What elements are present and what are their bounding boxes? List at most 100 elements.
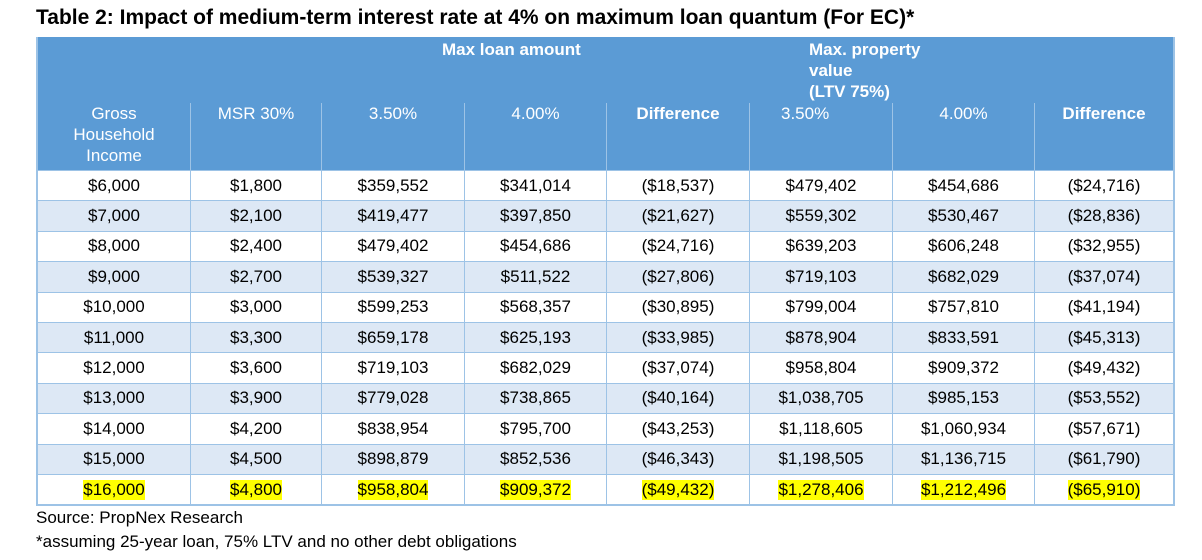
column-header-loan-difference: Difference <box>606 103 749 170</box>
cell-value: $4,200 <box>230 418 282 438</box>
cell-loan-400: $397,850 <box>464 201 606 231</box>
cell-loan-350: $958,804 <box>321 474 464 505</box>
cell-loan-400: $341,014 <box>464 171 606 201</box>
column-header-loan-400: 4.00% <box>464 103 606 170</box>
table-header: Max loan amount Max. property value (LTV… <box>38 37 1173 170</box>
cell-loan-difference: ($21,627) <box>606 201 749 231</box>
cell-property-350: $1,278,406 <box>749 474 892 505</box>
cell-loan-difference: ($24,716) <box>606 231 749 262</box>
column-header-property-difference: Difference <box>1034 103 1173 170</box>
cell-value: ($21,627) <box>641 206 715 226</box>
table-row: $7,000 $2,100 $419,477 $397,850 ($21,627) $55… <box>38 200 1173 231</box>
cell-value: $341,014 <box>500 175 571 195</box>
cell-property-350: $799,004 <box>749 292 892 322</box>
cell-income: $12,000 <box>38 353 190 382</box>
cell-msr: $2,400 <box>190 231 321 262</box>
cell-property-400: $1,212,496 <box>892 474 1034 505</box>
cell-value: ($46,343) <box>641 449 715 469</box>
cell-value: $1,038,705 <box>778 388 864 408</box>
table-row: $11,000 $3,300 $659,178 $625,193 ($33,985) $8… <box>38 321 1173 353</box>
table-body: $6,000 $1,800 $359,552 $341,014 ($18,537) $47… <box>38 170 1173 505</box>
cell-loan-difference: ($49,432) <box>606 474 749 505</box>
cell-value: $12,000 <box>83 358 145 378</box>
cell-property-400: $1,060,934 <box>892 414 1034 444</box>
cell-value: ($30,895) <box>641 297 715 317</box>
cell-loan-400: $738,865 <box>464 383 606 414</box>
cell-value: $454,686 <box>928 175 999 195</box>
table-row: $9,000 $2,700 $539,327 $511,522 ($27,806) $71… <box>38 261 1173 292</box>
cell-value: $9,000 <box>88 266 140 286</box>
cell-property-400: $454,686 <box>892 171 1034 201</box>
cell-value: $530,467 <box>928 206 999 226</box>
cell-income: $7,000 <box>38 201 190 230</box>
cell-msr: $2,100 <box>190 201 321 231</box>
cell-income: $13,000 <box>38 384 190 413</box>
cell-value: $719,103 <box>785 266 857 286</box>
cell-loan-350: $898,879 <box>321 444 464 474</box>
cell-value: $14,000 <box>83 418 145 438</box>
column-header-loan-350: 3.50% <box>321 103 464 170</box>
cell-value: $795,700 <box>500 418 571 438</box>
cell-loan-difference: ($33,985) <box>606 322 749 353</box>
cell-value: $898,879 <box>357 449 429 469</box>
cell-value: ($49,432) <box>1067 358 1141 378</box>
cell-income: $6,000 <box>38 171 190 200</box>
cell-loan-400: $682,029 <box>464 353 606 383</box>
cell-value: $958,804 <box>357 479 429 500</box>
cell-loan-difference: ($46,343) <box>606 444 749 474</box>
cell-income: $16,000 <box>38 475 190 504</box>
cell-property-difference: ($53,552) <box>1034 383 1173 414</box>
cell-property-difference: ($41,194) <box>1034 292 1173 322</box>
loan-quantum-table: Max loan amount Max. property value (LTV… <box>36 37 1175 507</box>
cell-value: ($32,955) <box>1067 236 1141 256</box>
cell-property-350: $639,203 <box>749 231 892 262</box>
cell-value: $606,248 <box>928 236 999 256</box>
cell-property-350: $958,804 <box>749 353 892 383</box>
cell-property-400: $833,591 <box>892 322 1034 353</box>
cell-value: $682,029 <box>500 358 571 378</box>
cell-value: $2,700 <box>230 266 282 286</box>
cell-value: ($33,985) <box>641 327 715 347</box>
source-note: Source: PropNex Research <box>36 508 243 527</box>
cell-value: ($37,074) <box>641 358 715 378</box>
cell-loan-difference: ($40,164) <box>606 383 749 414</box>
table-row: $10,000 $3,000 $599,253 $568,357 ($30,895) $7… <box>38 291 1173 322</box>
group-header-property-line1: Max. property <box>809 40 921 59</box>
cell-msr: $3,900 <box>190 383 321 414</box>
cell-property-difference: ($49,432) <box>1034 353 1173 383</box>
cell-property-400: $606,248 <box>892 231 1034 262</box>
cell-property-difference: ($24,716) <box>1034 171 1173 201</box>
cell-loan-350: $659,178 <box>321 322 464 353</box>
cell-loan-350: $599,253 <box>321 292 464 322</box>
cell-value: $11,000 <box>83 327 145 347</box>
column-header-msr: MSR 30% <box>190 103 321 170</box>
cell-loan-400: $568,357 <box>464 292 606 322</box>
cell-value: $1,060,934 <box>920 418 1007 438</box>
cell-property-400: $757,810 <box>892 292 1034 322</box>
cell-property-350: $719,103 <box>749 262 892 292</box>
column-header-property-400: 4.00% <box>892 103 1034 170</box>
cell-property-difference: ($32,955) <box>1034 231 1173 262</box>
group-header-property-line2: value <box>809 61 853 80</box>
cell-value: $419,477 <box>357 206 429 226</box>
table-row: $12,000 $3,600 $719,103 $682,029 ($37,074) $9… <box>38 352 1173 383</box>
cell-value: $539,327 <box>357 266 429 286</box>
cell-value: $779,028 <box>357 388 429 408</box>
cell-value: $833,591 <box>928 327 999 347</box>
group-header-property-line3: (LTV 75%) <box>809 82 890 101</box>
cell-loan-350: $838,954 <box>321 414 464 444</box>
cell-value: $909,372 <box>928 358 999 378</box>
cell-msr: $4,800 <box>190 474 321 505</box>
cell-loan-difference: ($30,895) <box>606 292 749 322</box>
cell-value: $719,103 <box>357 358 429 378</box>
cell-value: ($28,836) <box>1067 206 1141 226</box>
cell-loan-350: $359,552 <box>321 171 464 201</box>
cell-property-400: $682,029 <box>892 262 1034 292</box>
cell-value: $639,203 <box>785 236 857 256</box>
cell-value: $511,522 <box>500 266 571 286</box>
table-row: $6,000 $1,800 $359,552 $341,014 ($18,537) $47… <box>38 170 1173 201</box>
cell-msr: $3,000 <box>190 292 321 322</box>
cell-property-350: $559,302 <box>749 201 892 231</box>
cell-value: $3,000 <box>230 297 282 317</box>
cell-value: ($65,910) <box>1067 479 1141 500</box>
